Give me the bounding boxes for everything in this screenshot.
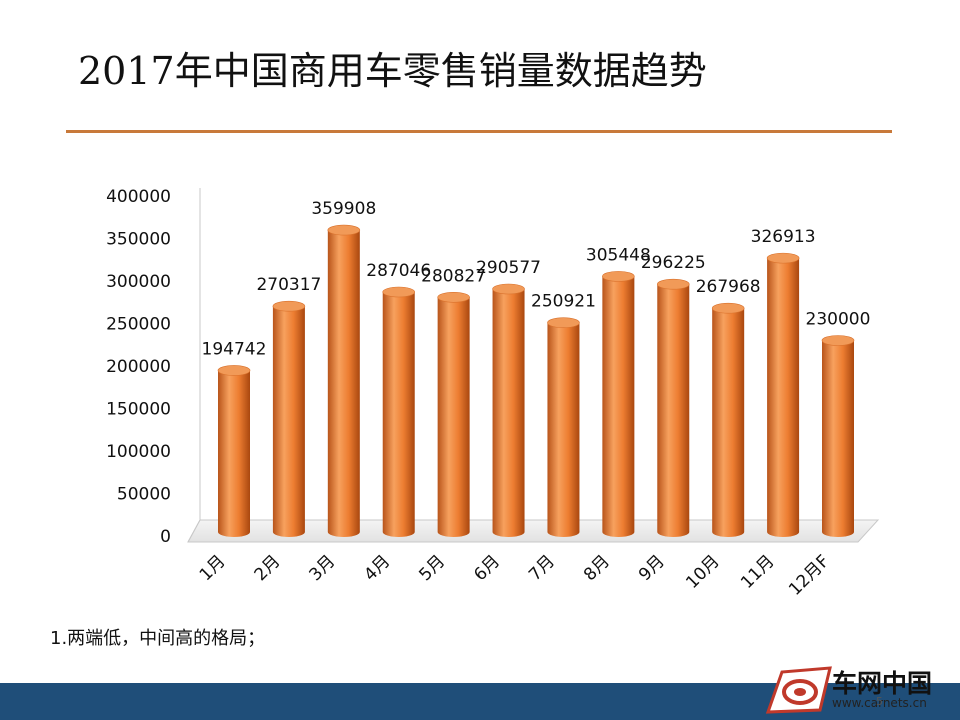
data-label: 296225 xyxy=(641,253,706,273)
bar-top xyxy=(437,291,470,303)
bar-top xyxy=(217,365,251,376)
bar-top xyxy=(821,335,855,346)
bar-body xyxy=(382,292,415,537)
data-label: 280827 xyxy=(421,266,486,286)
bar-top xyxy=(602,271,635,282)
data-label: 326913 xyxy=(751,227,816,247)
y-tick-label: 200000 xyxy=(106,357,171,377)
x-tick-label: 2月 xyxy=(251,551,285,585)
bar-body xyxy=(272,306,305,537)
bar-body xyxy=(657,284,690,537)
bar xyxy=(492,283,525,537)
bar-body xyxy=(218,370,250,537)
page-title: 2017年中国商用车零售销量数据趋势 xyxy=(78,49,707,93)
bar xyxy=(656,278,690,537)
x-tick-label: 12月F xyxy=(785,551,833,599)
bar-top xyxy=(382,286,416,298)
x-tick-label: 3月 xyxy=(306,551,340,585)
x-tick-label: 4月 xyxy=(360,551,394,585)
y-tick-label: 100000 xyxy=(106,442,171,462)
data-label: 230000 xyxy=(806,310,871,330)
bar-top xyxy=(766,252,800,264)
carnets-logo-icon xyxy=(765,666,832,714)
page-number: 5 xyxy=(876,695,883,708)
data-label: 359908 xyxy=(311,199,376,219)
bar xyxy=(437,291,470,537)
data-label: 267968 xyxy=(696,277,761,297)
bar xyxy=(217,365,251,537)
x-tick-label: 7月 xyxy=(525,551,559,585)
bar-body xyxy=(547,322,580,537)
bar xyxy=(602,271,635,537)
bar xyxy=(272,300,306,537)
bar-top xyxy=(272,300,306,312)
x-tick-label: 10月 xyxy=(682,551,723,592)
bar xyxy=(382,286,416,537)
data-label: 270317 xyxy=(256,275,321,295)
axis-depth-line xyxy=(187,519,201,543)
x-tick-label: 9月 xyxy=(635,551,669,585)
bar-chart: 0 50000 100000 150000 200000 250000 300000 3500… xyxy=(106,187,880,600)
bar-body xyxy=(822,340,854,537)
logo-text: 车网中国 xyxy=(832,669,933,698)
bar-top xyxy=(327,224,361,236)
bar xyxy=(327,224,361,538)
x-tick-label: 8月 xyxy=(580,551,614,585)
y-tick-label: 50000 xyxy=(117,485,171,505)
bar xyxy=(821,335,855,537)
title-divider xyxy=(66,130,892,133)
bar-body xyxy=(327,230,360,538)
x-tick-label: 11月 xyxy=(737,551,778,592)
bar xyxy=(547,317,580,537)
y-tick-label: 400000 xyxy=(106,187,171,207)
bar-body xyxy=(492,289,525,537)
x-tick-label: 6月 xyxy=(470,551,504,585)
footnote: 1.两端低，中间高的格局； xyxy=(50,628,266,649)
bar-body xyxy=(767,258,800,537)
y-tick-label: 350000 xyxy=(106,230,171,250)
data-label: 290577 xyxy=(476,258,541,278)
data-label: 305448 xyxy=(586,245,651,265)
data-label: 250921 xyxy=(531,292,596,312)
x-tick-label: 5月 xyxy=(415,551,449,585)
y-tick-label: 0 xyxy=(160,527,171,547)
bar-body xyxy=(602,276,635,537)
data-label: 287046 xyxy=(366,261,431,281)
bar xyxy=(766,252,800,537)
bar-top xyxy=(656,278,690,290)
logo-url: www.carnets.cn xyxy=(832,696,927,710)
y-tick-label: 250000 xyxy=(106,315,171,335)
bar-body xyxy=(437,297,470,537)
y-tick-label: 300000 xyxy=(106,272,171,292)
bar-body xyxy=(712,308,745,537)
x-tick-label: 1月 xyxy=(196,551,230,585)
bar-top xyxy=(492,283,525,295)
bar-top xyxy=(547,317,580,329)
y-tick-label: 150000 xyxy=(106,400,171,420)
bar-top xyxy=(711,302,745,314)
bar xyxy=(711,302,745,537)
data-label: 194742 xyxy=(202,339,267,359)
